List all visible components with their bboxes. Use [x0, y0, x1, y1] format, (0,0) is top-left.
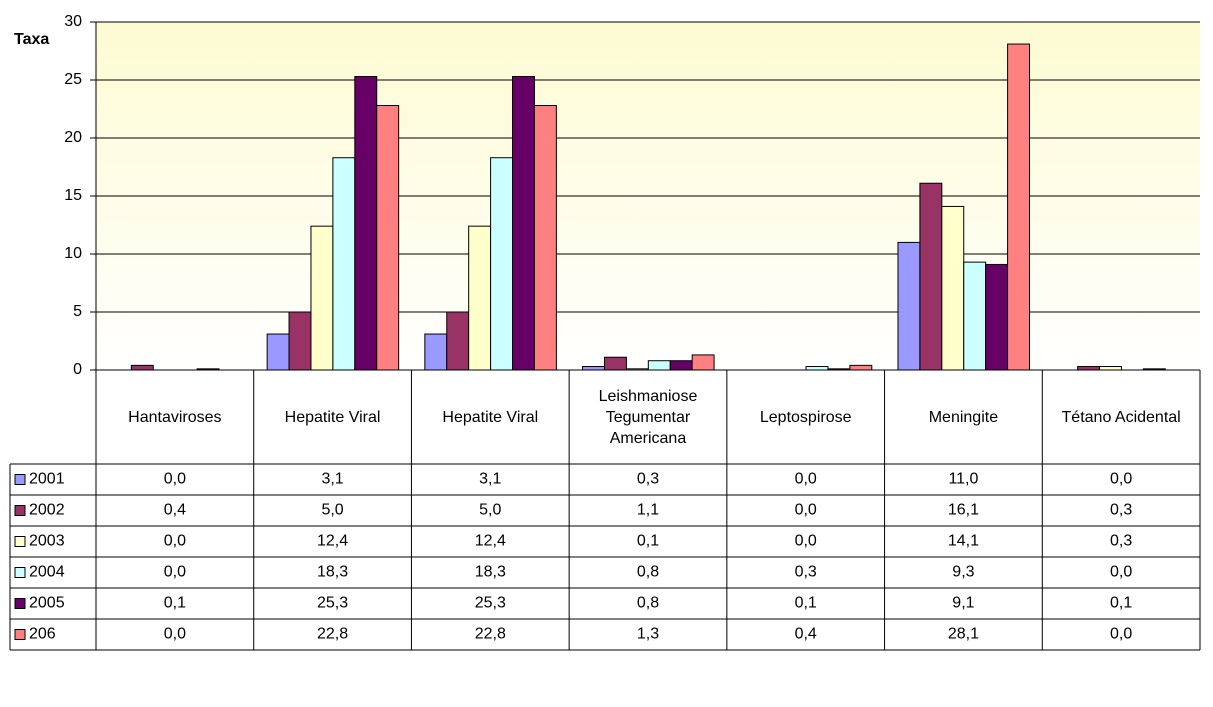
legend-swatch	[14, 505, 26, 516]
table-value: 0,0	[164, 471, 186, 488]
y-tick-label: 30	[64, 13, 82, 30]
table-value: 0,0	[795, 471, 817, 488]
bar	[897, 241, 921, 371]
bar	[424, 333, 448, 371]
table-value: 0,1	[637, 533, 659, 550]
bar	[1007, 43, 1031, 371]
category-label: Meningite	[928, 408, 999, 426]
bar	[310, 225, 334, 371]
bar	[376, 105, 400, 371]
legend-swatch	[14, 536, 26, 547]
table-value: 0,0	[1110, 626, 1132, 643]
y-tick-label: 25	[64, 71, 82, 88]
category-label: Leishmaniose Tegumentar Americana	[598, 387, 698, 447]
bar	[669, 360, 693, 371]
category-label: Hantaviroses	[128, 408, 222, 426]
table-value: 0,1	[1110, 595, 1132, 612]
bar	[266, 333, 290, 371]
table-value: 0,4	[795, 626, 817, 643]
legend-swatch	[14, 629, 26, 640]
table-value: 25,3	[317, 595, 348, 612]
bar	[647, 360, 671, 371]
legend-label: 206	[29, 626, 56, 643]
bar	[919, 182, 943, 371]
table-value: 0,3	[637, 471, 659, 488]
table-value: 0,4	[164, 502, 186, 519]
y-tick-label: 5	[73, 303, 82, 320]
y-tick-label: 20	[64, 129, 82, 146]
bar	[288, 311, 312, 371]
table-value: 18,3	[475, 564, 506, 581]
bar	[691, 354, 715, 371]
bar	[941, 205, 965, 371]
table-value: 12,4	[475, 533, 506, 550]
category-label: Hepatite Viral	[284, 408, 381, 426]
table-value: 0,1	[795, 595, 817, 612]
category-label: Tétano Acidental	[1061, 408, 1181, 426]
table-value: 0,0	[795, 533, 817, 550]
bar	[533, 105, 557, 371]
table-value: 0,0	[164, 626, 186, 643]
table-value: 3,1	[479, 471, 501, 488]
bar	[354, 76, 378, 371]
table-value: 11,0	[948, 471, 978, 488]
table-value: 5,0	[479, 502, 501, 519]
legend-label: 2005	[29, 595, 65, 612]
bar	[468, 225, 492, 371]
table-value: 1,3	[637, 626, 659, 643]
table-value: 0,0	[164, 533, 186, 550]
bar	[985, 263, 1009, 371]
table-value: 0,8	[637, 564, 659, 581]
table-value: 0,3	[1110, 502, 1132, 519]
table-value: 9,3	[952, 564, 974, 581]
y-tick-label: 15	[64, 187, 82, 204]
table-value: 0,0	[795, 502, 817, 519]
category-label: Hepatite Viral	[442, 408, 539, 426]
y-tick-label: 0	[73, 361, 82, 378]
bar	[332, 157, 356, 371]
table-value: 25,3	[475, 595, 506, 612]
legend-swatch	[14, 598, 26, 609]
table-value: 0,8	[637, 595, 659, 612]
category-label: Leptospirose	[759, 408, 852, 426]
bar	[446, 311, 470, 371]
table-value: 5,0	[321, 502, 343, 519]
table-value: 1,1	[637, 502, 659, 519]
table-value: 14,1	[948, 533, 979, 550]
legend-swatch	[14, 567, 26, 578]
legend-swatch	[14, 474, 26, 485]
y-axis-label: Taxa	[14, 31, 49, 48]
table-value: 28,1	[948, 626, 979, 643]
table-value: 0,1	[164, 595, 186, 612]
table-value: 18,3	[317, 564, 348, 581]
table-value: 0,3	[795, 564, 817, 581]
table-value: 16,1	[948, 502, 979, 519]
legend-label: 2004	[29, 564, 65, 581]
legend-label: 2003	[29, 533, 65, 550]
table-value: 0,0	[1110, 471, 1132, 488]
bar	[963, 261, 987, 371]
table-value: 22,8	[317, 626, 348, 643]
table-value: 3,1	[321, 471, 343, 488]
table-value: 0,0	[1110, 564, 1132, 581]
bar	[490, 157, 514, 371]
table-value: 22,8	[475, 626, 506, 643]
table-value: 0,0	[164, 564, 186, 581]
legend-label: 2001	[29, 471, 65, 488]
bar	[512, 76, 535, 371]
table-value: 9,1	[952, 595, 974, 612]
table-value: 0,3	[1110, 533, 1132, 550]
y-tick-label: 10	[64, 245, 82, 262]
bar	[603, 356, 627, 371]
table-value: 12,4	[317, 533, 348, 550]
legend-label: 2002	[29, 502, 65, 519]
